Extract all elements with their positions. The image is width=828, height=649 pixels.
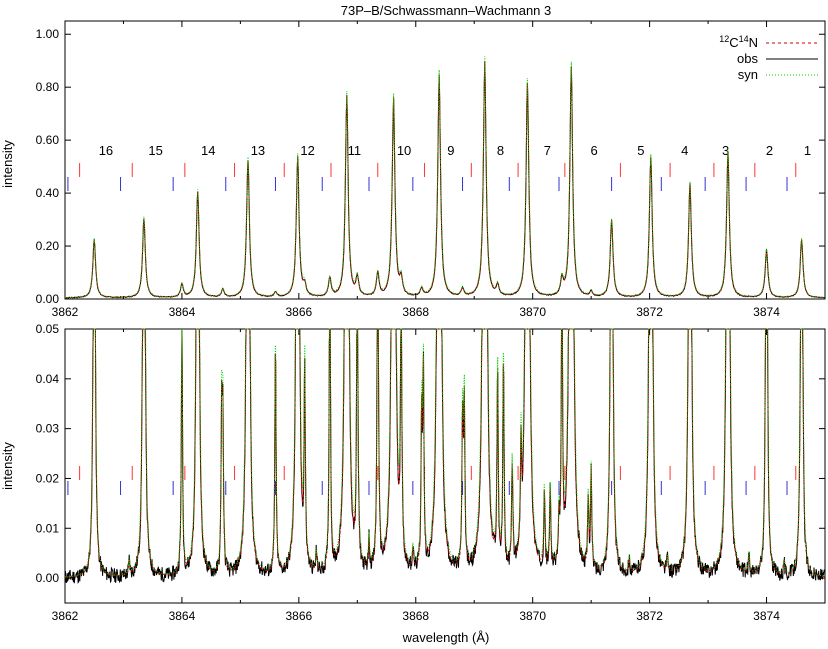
bot-xtick-label: 3864 bbox=[169, 609, 196, 623]
band-label: 1 bbox=[804, 143, 811, 158]
bot-ytick-label: 0.05 bbox=[36, 322, 60, 336]
top-12c14n-line bbox=[64, 61, 825, 299]
top-xtick-label: 3868 bbox=[402, 305, 429, 319]
top-xtick-label: 3872 bbox=[636, 305, 663, 319]
legend-sup: 14 bbox=[739, 34, 749, 44]
chart-title: 73P–B/Schwassmann–Wachmann 3 bbox=[341, 3, 552, 18]
bottom-y-ticks: 0.00 0.01 0.02 0.03 0.04 0.05 bbox=[36, 322, 825, 585]
top-series bbox=[64, 56, 826, 299]
bot-ytick-label: 0.04 bbox=[36, 372, 60, 386]
top-xtick-label: 3862 bbox=[52, 305, 79, 319]
band-label: 12 bbox=[300, 143, 314, 158]
top-ytick-label: 0.60 bbox=[36, 133, 60, 147]
top-line-markers bbox=[67, 163, 797, 191]
top-obs-line bbox=[64, 61, 826, 299]
legend: 12C14N obs syn bbox=[719, 34, 818, 82]
bottom-plot-frame bbox=[64, 328, 826, 604]
top-y-ticks: 0.00 0.20 0.40 0.60 0.80 1.00 bbox=[36, 27, 825, 306]
legend-label-obs: obs bbox=[737, 51, 758, 66]
bot-ytick-label: 0.00 bbox=[36, 571, 60, 585]
top-plot-frame bbox=[64, 20, 826, 300]
bot-xtick-label: 3868 bbox=[402, 609, 429, 623]
legend-prefix: 12 bbox=[719, 34, 729, 44]
band-label: 11 bbox=[348, 143, 362, 158]
bot-ytick-label: 0.02 bbox=[36, 471, 60, 485]
band-label: 10 bbox=[397, 143, 411, 158]
top-ytick-label: 0.80 bbox=[36, 80, 60, 94]
bottom-ylabel: intensity bbox=[0, 442, 15, 490]
band-label: 2 bbox=[766, 143, 773, 158]
bottom-obs-line bbox=[64, 328, 826, 584]
top-ylabel: intensity bbox=[0, 140, 15, 188]
band-label: 6 bbox=[590, 143, 597, 158]
band-label: 15 bbox=[148, 143, 162, 158]
legend-c: C bbox=[729, 35, 738, 50]
bot-xtick-label: 3874 bbox=[753, 609, 780, 623]
bot-xtick-label: 3870 bbox=[519, 609, 546, 623]
band-label: 5 bbox=[637, 143, 644, 158]
bot-ytick-label: 0.01 bbox=[36, 521, 60, 535]
band-label: 14 bbox=[201, 143, 215, 158]
band-label: 7 bbox=[544, 143, 551, 158]
top-ytick-label: 0.40 bbox=[36, 186, 60, 200]
top-xtick-label: 3866 bbox=[285, 305, 312, 319]
top-ytick-label: 1.00 bbox=[36, 27, 60, 41]
band-labels: 16 15 14 13 12 11 10 9 8 7 6 5 4 3 2 1 bbox=[99, 143, 811, 158]
legend-label-syn: syn bbox=[738, 67, 758, 82]
bot-xtick-label: 3866 bbox=[285, 609, 312, 623]
band-label: 16 bbox=[99, 143, 113, 158]
top-x-ticks: 3862 3864 3866 3868 3870 3872 3874 bbox=[52, 21, 826, 319]
top-xtick-label: 3874 bbox=[753, 305, 780, 319]
top-xtick-label: 3864 bbox=[169, 305, 196, 319]
band-label: 3 bbox=[722, 143, 729, 158]
bottom-xlabel: wavelength (Å) bbox=[402, 630, 490, 645]
bottom-series bbox=[64, 328, 826, 584]
bottom-x-ticks: 3862 3864 3866 3868 3870 3872 3874 bbox=[52, 329, 826, 623]
bot-xtick-label: 3872 bbox=[636, 609, 663, 623]
top-ytick-label: 0.20 bbox=[36, 239, 60, 253]
band-label: 13 bbox=[251, 143, 265, 158]
bot-xtick-label: 3862 bbox=[52, 609, 79, 623]
band-label: 4 bbox=[681, 143, 688, 158]
band-label: 8 bbox=[497, 143, 504, 158]
bottom-syn-line bbox=[65, 328, 826, 578]
legend-n: N bbox=[749, 35, 758, 50]
legend-label-12c14n: 12C14N bbox=[719, 34, 758, 50]
band-label: 9 bbox=[447, 143, 454, 158]
bot-ytick-label: 0.03 bbox=[36, 422, 60, 436]
bottom-12c14n-line bbox=[65, 328, 826, 578]
top-syn-line bbox=[65, 56, 825, 299]
top-ytick-label: 0.00 bbox=[36, 292, 60, 306]
top-xtick-label: 3870 bbox=[519, 305, 546, 319]
